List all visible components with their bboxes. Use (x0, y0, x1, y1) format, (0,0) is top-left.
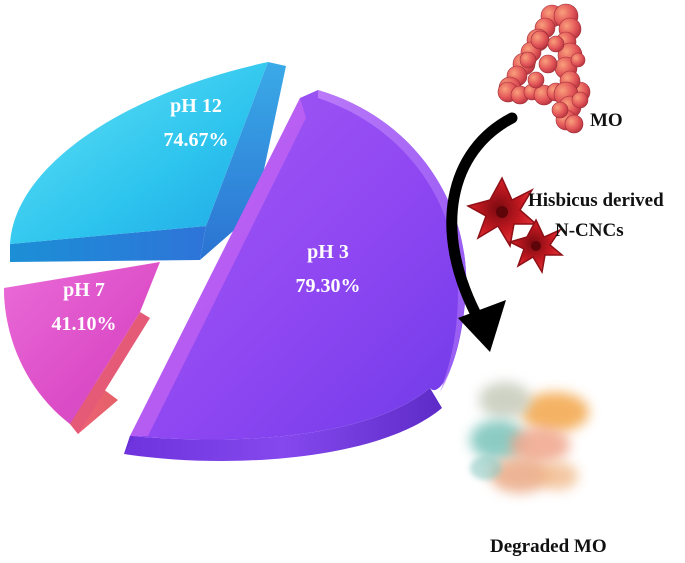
slice-label-ph7: pH 7 (63, 279, 105, 301)
catalyst-label-line2: N-CNCs (555, 220, 624, 241)
degraded-mo-cloud-icon (470, 382, 589, 493)
curved-arrow-icon (446, 112, 518, 352)
pie-slice-ph12 (10, 62, 286, 262)
slice-value-ph3: 79.30% (296, 275, 361, 297)
mo-label: MO (590, 110, 623, 131)
pie-slice-ph7 (4, 262, 160, 434)
hibiscus-flower-icon (466, 176, 565, 275)
slice-value-ph7: 41.10% (52, 313, 117, 335)
degraded-mo-label: Degraded MO (490, 536, 607, 557)
slice-label-ph3: pH 3 (307, 241, 349, 263)
slice-label-ph12: pH 12 (170, 95, 222, 117)
pie-slice-ph3 (124, 90, 467, 461)
catalyst-label-line1: Hisbicus derived (528, 190, 664, 211)
mo-molecule-icon (497, 3, 591, 134)
slice-value-ph12: 74.67% (164, 129, 229, 151)
